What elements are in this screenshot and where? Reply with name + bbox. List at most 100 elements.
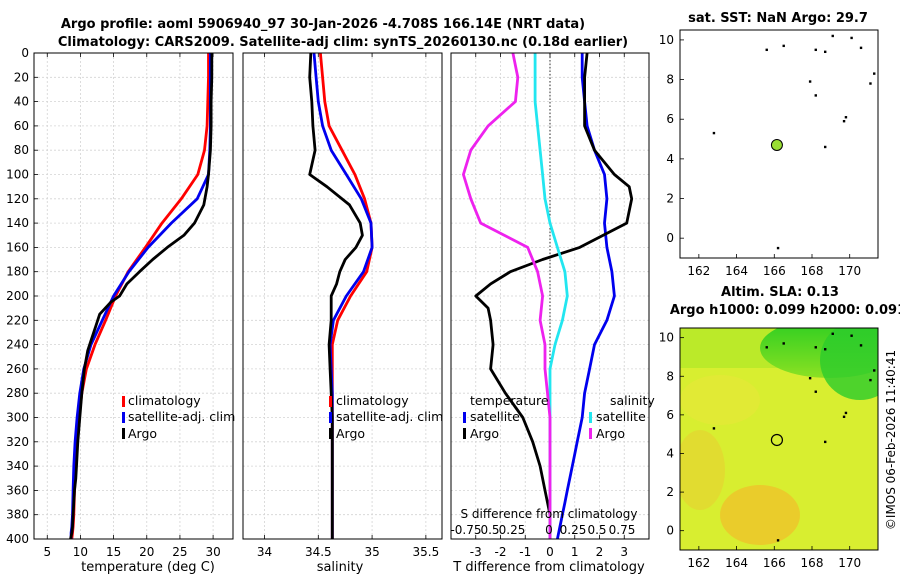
island-mark [850, 334, 853, 337]
island-mark [814, 390, 817, 393]
y-tick-label: 40 [14, 95, 29, 109]
x-tick-label: 170 [838, 556, 861, 570]
series-line-t-argo [474, 52, 634, 539]
y-tick-label: 0 [21, 46, 29, 60]
x-tick-label: 166 [763, 264, 786, 278]
island-mark [869, 378, 872, 382]
s-tick-label: 0.75 [609, 523, 636, 537]
x-tick-label: 35 [364, 545, 379, 559]
y-tick-label: 240 [6, 338, 29, 352]
y-tick-label: 300 [6, 411, 29, 425]
sla-heatmap-field [680, 328, 878, 550]
island-mark [831, 332, 834, 335]
temperature-legend: climatology satellite-adj. clim Argo [122, 393, 235, 441]
s-tick-label: 0.25 [499, 523, 526, 537]
argo-position-marker [770, 433, 784, 447]
island-mark [814, 48, 817, 52]
island-mark [873, 369, 876, 372]
y-tick-label: 8 [666, 73, 674, 87]
x-tick-label: 2 [596, 545, 604, 559]
sla-map: 162 164 166 168 170 0 2 4 6 8 10 [659, 327, 879, 570]
x-tick-label: 0 [546, 545, 554, 559]
y-tick-label: 140 [6, 216, 29, 230]
x-tick-label: -1 [519, 545, 531, 559]
s-tick-label: 0.5 [480, 523, 499, 537]
y-tick-label: 0 [666, 524, 674, 538]
island-mark [831, 34, 834, 38]
legend-title-temperature: temperature [470, 393, 549, 408]
y-tick-label: 10 [659, 331, 674, 345]
island-mark [842, 120, 846, 123]
sla-field-low [680, 430, 725, 510]
y-tick-label: 60 [14, 119, 29, 133]
x-tick-label: 168 [801, 264, 824, 278]
y-tick-label: 340 [6, 459, 29, 473]
y-tick-label: 180 [6, 265, 29, 279]
island-mark [844, 116, 848, 119]
legend-label-climatology: climatology [128, 393, 201, 408]
plot-frame [33, 52, 234, 540]
sla-map-title-line1: Altim. SLA: 0.13 [721, 285, 839, 300]
legend-swatch-s-satellite [589, 412, 592, 423]
main-title-line1: Argo profile: aoml 5906940_97 30-Jan-202… [61, 17, 585, 32]
plot-frame [242, 52, 443, 540]
s-axis-ticks: -0.750.5 0.25 0 0.25 0.5 0.75 [450, 523, 635, 537]
x-tick-label: 170 [838, 264, 861, 278]
legend-swatch-argo [329, 428, 332, 439]
y-tick-label: 200 [6, 289, 29, 303]
difference-xlabel: T difference from climatology [452, 560, 645, 575]
island-mark [859, 344, 863, 347]
island-mark [808, 80, 812, 83]
x-tick-label: 15 [106, 545, 121, 559]
legend-swatch-t-satellite [463, 412, 466, 423]
x-tick-label: 164 [725, 556, 748, 570]
island-mark [808, 376, 812, 380]
legend-label-s-argo: Argo [596, 426, 625, 441]
s-tick-label: -0.75 [450, 523, 481, 537]
island-mark [776, 246, 780, 250]
sla-field-mid [680, 375, 760, 425]
sla-field-low [720, 485, 800, 545]
x-tick-label: 162 [687, 264, 710, 278]
sst-map: 162 164 166 168 170 0 2 4 6 8 10 [659, 29, 879, 278]
island-mark [824, 348, 827, 351]
series-line-argo [69, 53, 214, 540]
sla-field-high [820, 328, 878, 400]
y-tick-label: 280 [6, 386, 29, 400]
legend-swatch-climatology [122, 396, 125, 407]
x-tick-label: 5 [43, 545, 51, 559]
sst-map-title: sat. SST: NaN Argo: 29.7 [688, 11, 868, 26]
island-mark [844, 411, 848, 415]
x-tick-label: 35.5 [413, 545, 440, 559]
x-tick-label: 34.5 [305, 545, 332, 559]
island-mark [765, 48, 768, 52]
island-mark [782, 44, 785, 48]
y-tick-label: 10 [659, 33, 674, 47]
island-mark [765, 346, 768, 349]
y-tick-label: 6 [666, 408, 674, 422]
map-frame [679, 327, 879, 551]
x-tick-label: 20 [139, 545, 154, 559]
y-tick-label: 100 [6, 168, 29, 182]
temperature-panel: 5 10 15 20 25 3002040608010012014016018020022… [6, 46, 234, 559]
legend-swatch-argo [122, 428, 125, 439]
legend-swatch-climatology [329, 396, 332, 407]
y-tick-label: 160 [6, 240, 29, 254]
legend-label-t-satellite: satellite [470, 409, 520, 424]
x-tick-label: 34 [257, 545, 272, 559]
x-tick-label: -2 [495, 545, 507, 559]
island-mark [869, 82, 872, 85]
island-mark [824, 50, 827, 54]
island-mark [850, 36, 853, 40]
difference-legend: temperature salinity satellite Argo sate… [463, 393, 655, 441]
plot-frame [450, 52, 650, 540]
island-mark [824, 440, 827, 444]
salinity-xlabel: salinity [317, 560, 364, 575]
x-tick-label: 1 [571, 545, 579, 559]
y-tick-label: 120 [6, 192, 29, 206]
island-mark [712, 131, 716, 135]
legend-swatch-s-argo [589, 428, 592, 439]
s-axis-label: S difference from climatology [461, 507, 638, 521]
series-line-s-satellite [533, 53, 569, 539]
